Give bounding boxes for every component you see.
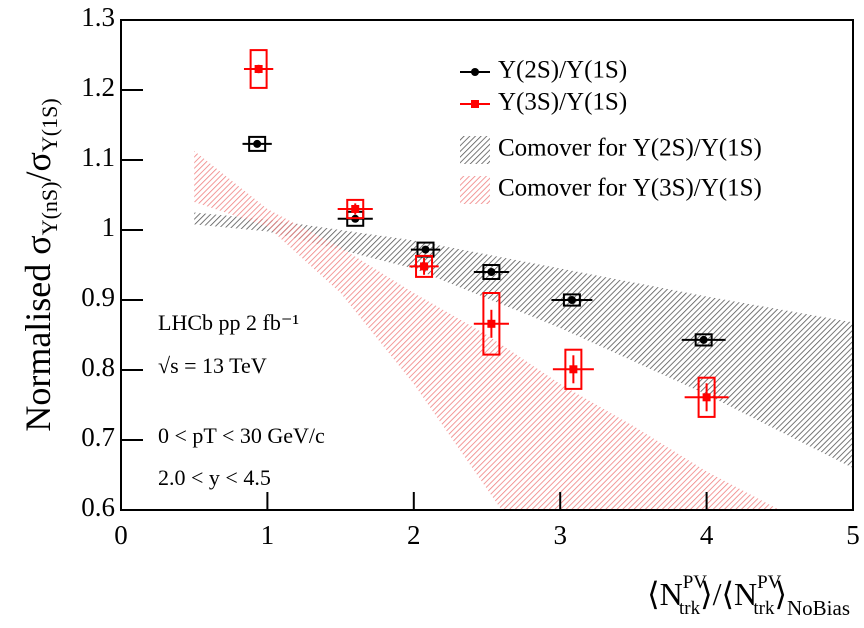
plot-frame — [120, 19, 854, 511]
marker — [569, 365, 578, 374]
x-label-sub: trk — [753, 598, 775, 619]
band — [194, 150, 780, 510]
annotation: 2.0 < y < 4.5 — [158, 465, 271, 490]
x-label-part: ⟨N — [647, 576, 683, 612]
marker — [699, 335, 708, 344]
y-label-part: /σ — [18, 152, 58, 181]
y-tick-label: 0.8 — [81, 352, 115, 382]
legend-label: Comover for Υ(2S)/Υ(1S) — [498, 135, 762, 162]
legend-label: Comover for Υ(3S)/Υ(1S) — [498, 175, 762, 202]
legend-marker — [471, 68, 479, 76]
x-tick-label: 5 — [846, 520, 860, 550]
marker — [254, 65, 263, 73]
x-tick-label: 4 — [700, 520, 714, 550]
y-tick-label: 0.9 — [81, 282, 115, 312]
x-label-sup: PV — [757, 572, 782, 593]
legend-label: Υ(2S)/Υ(1S) — [498, 57, 627, 84]
marker — [487, 319, 496, 328]
y-label-part: Normalised σ — [18, 235, 58, 431]
x-label-part: ⟩ — [775, 576, 787, 612]
x-label-part: ⟩/⟨N — [700, 576, 757, 612]
x-label-sub: NoBias — [787, 596, 850, 620]
legend: Υ(2S)/Υ(1S) Υ(3S)/Υ(1S) Comover for Υ(2S)/… — [460, 57, 762, 204]
marker — [420, 262, 429, 271]
annotation: 0 < pT < 30 GeV/c — [158, 423, 325, 448]
y-tick-label: 1.2 — [81, 72, 115, 102]
annotation: LHCb pp 2 fb⁻¹ — [158, 310, 299, 335]
points — [242, 49, 729, 418]
y-tick-label: 1 — [102, 212, 116, 242]
marker — [253, 139, 262, 148]
legend-label: Υ(3S)/Υ(1S) — [498, 89, 627, 116]
y-tick-label: 1.3 — [81, 2, 115, 32]
x-label-sup: PV — [683, 572, 708, 593]
y-tick-label: 0.6 — [81, 492, 115, 522]
x-tick-label: 3 — [553, 520, 567, 550]
y-label-sub: Υ(nS) — [37, 182, 62, 236]
y-label-sub: Υ(1S) — [37, 98, 62, 152]
annotation: √s = 13 TeV — [158, 353, 267, 378]
marker — [702, 393, 711, 402]
marker — [351, 205, 360, 213]
y-tick-label: 0.7 — [81, 422, 115, 452]
x-tick-label: 1 — [261, 520, 275, 550]
marker — [487, 268, 496, 276]
x-tick-label: 0 — [114, 520, 128, 550]
x-axis-label: ⟨NPV trk⟩/⟨NPV trk⟩NoBias — [647, 572, 850, 619]
legend-marker — [471, 100, 479, 108]
y-tick-label: 1.1 — [81, 142, 115, 172]
x-tick-label: 2 — [407, 520, 421, 550]
y-axis-label: Normalised σΥ(nS)/σΥ(1S) — [18, 98, 62, 431]
x-label-sub: trk — [679, 598, 701, 619]
marker — [421, 245, 430, 254]
legend-swatch — [460, 176, 490, 204]
marker — [567, 296, 576, 304]
legend-swatch — [460, 136, 490, 164]
